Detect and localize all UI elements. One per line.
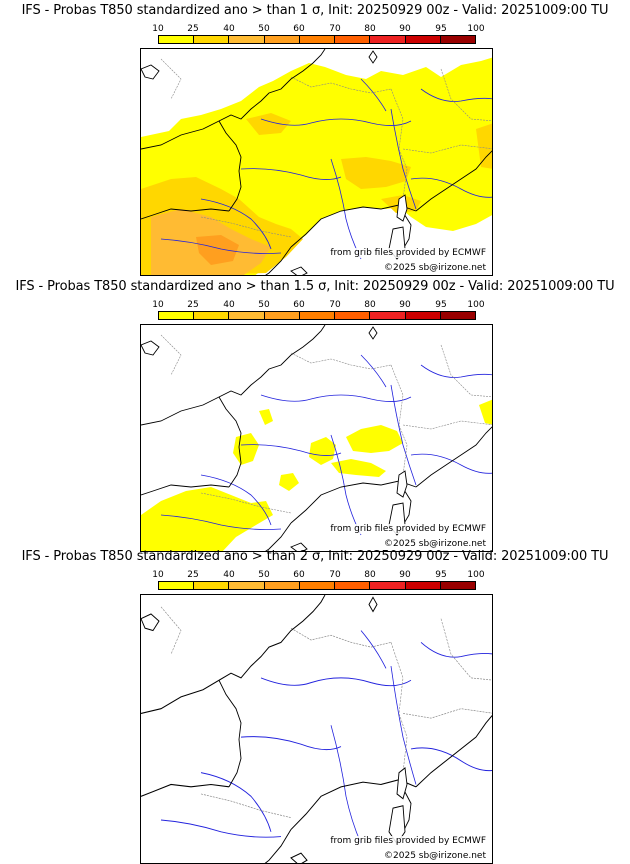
rivers — [160, 354, 492, 536]
cb-swatch — [299, 36, 336, 43]
probability-colorbar: 10 25 40 50 60 70 80 90 95 100 — [152, 24, 485, 44]
cb-label: 50 — [258, 570, 270, 580]
coastlines — [141, 325, 492, 551]
map-canvas — [141, 49, 492, 275]
cb-label: 10 — [152, 24, 164, 34]
probability-fill — [141, 399, 492, 551]
cb-swatch — [299, 582, 336, 589]
colorbar-swatches — [158, 311, 476, 320]
cb-label: 40 — [223, 570, 235, 580]
cb-swatch — [335, 582, 371, 589]
map-1sigma: from grib files provided by ECMWF ©2025 … — [140, 48, 493, 276]
cb-label: 90 — [399, 300, 411, 310]
cb-label: 70 — [329, 24, 341, 34]
credit-copyright: ©2025 sb@irizone.net — [382, 539, 488, 549]
credit-copyright: ©2025 sb@irizone.net — [382, 851, 488, 861]
cb-swatch — [370, 582, 406, 589]
cb-swatch — [229, 582, 265, 589]
cb-label: 25 — [187, 300, 199, 310]
credit-source: from grib files provided by ECMWF — [328, 248, 488, 258]
cb-label: 95 — [435, 570, 447, 580]
colorbar-swatches — [158, 35, 476, 44]
cb-label: 95 — [435, 300, 447, 310]
coastlines — [141, 49, 492, 275]
colorbar-labels: 10 25 40 50 60 70 80 90 95 100 — [152, 570, 484, 580]
colorbar-labels: 10 25 40 50 60 70 80 90 95 100 — [152, 300, 484, 310]
cb-swatch — [229, 36, 265, 43]
coastlines — [141, 595, 492, 863]
cb-swatch — [440, 582, 475, 589]
cb-label: 60 — [293, 24, 305, 34]
cb-label: 100 — [467, 570, 485, 580]
colorbar-labels: 10 25 40 50 60 70 80 90 95 100 — [152, 24, 484, 34]
cb-swatch — [335, 36, 371, 43]
cb-swatch — [335, 312, 371, 319]
country-borders — [160, 58, 492, 238]
cb-swatch — [440, 312, 475, 319]
cb-swatch — [405, 312, 441, 319]
cb-label: 50 — [258, 300, 270, 310]
cb-swatch — [194, 312, 230, 319]
cb-swatch — [405, 582, 441, 589]
colorbar-swatches — [158, 581, 476, 590]
probability-fill — [141, 57, 492, 275]
credit-source: from grib files provided by ECMWF — [328, 836, 488, 846]
cb-swatch — [299, 312, 336, 319]
cb-label: 90 — [399, 24, 411, 34]
rivers — [160, 78, 492, 260]
cb-swatch — [159, 312, 195, 319]
probability-colorbar: 10 25 40 50 60 70 80 90 95 100 — [152, 570, 485, 590]
panel-title: IFS - Probas T850 standardized ano > tha… — [15, 279, 615, 294]
cb-label: 10 — [152, 300, 164, 310]
panel-title: IFS - Probas T850 standardized ano > tha… — [21, 3, 609, 18]
cb-label: 60 — [293, 570, 305, 580]
panel-1sigma: IFS - Probas T850 standardized ano > tha… — [0, 0, 630, 276]
map-canvas — [141, 595, 492, 863]
cb-label: 60 — [293, 300, 305, 310]
panel-1-5sigma: IFS - Probas T850 standardized ano > tha… — [0, 276, 630, 552]
cb-swatch — [264, 312, 300, 319]
cb-swatch — [159, 36, 195, 43]
cb-label: 50 — [258, 24, 270, 34]
credit-copyright: ©2025 sb@irizone.net — [382, 263, 488, 273]
cb-label: 40 — [223, 24, 235, 34]
cb-label: 25 — [187, 24, 199, 34]
cb-label: 40 — [223, 300, 235, 310]
cb-swatch — [229, 312, 265, 319]
cb-label: 90 — [399, 570, 411, 580]
cb-swatch — [440, 36, 475, 43]
cb-label: 100 — [467, 300, 485, 310]
cb-label: 100 — [467, 24, 485, 34]
cb-swatch — [370, 312, 406, 319]
map-canvas — [141, 325, 492, 551]
panel-title: IFS - Probas T850 standardized ano > tha… — [21, 549, 609, 564]
cb-swatch — [194, 582, 230, 589]
cb-swatch — [159, 582, 195, 589]
map-1-5sigma: from grib files provided by ECMWF ©2025 … — [140, 324, 493, 552]
country-borders — [160, 334, 492, 514]
panel-2sigma: IFS - Probas T850 standardized ano > tha… — [0, 546, 630, 864]
cb-label: 70 — [329, 300, 341, 310]
cb-label: 80 — [364, 24, 376, 34]
cb-label: 25 — [187, 570, 199, 580]
cb-swatch — [264, 582, 300, 589]
cb-swatch — [194, 36, 230, 43]
cb-swatch — [370, 36, 406, 43]
cb-label: 80 — [364, 300, 376, 310]
country-borders — [160, 606, 492, 818]
credit-source: from grib files provided by ECMWF — [328, 524, 488, 534]
cb-swatch — [264, 36, 300, 43]
rivers — [160, 630, 492, 844]
map-2sigma: from grib files provided by ECMWF ©2025 … — [140, 594, 493, 864]
cb-label: 10 — [152, 570, 164, 580]
cb-label: 80 — [364, 570, 376, 580]
cb-label: 70 — [329, 570, 341, 580]
probability-colorbar: 10 25 40 50 60 70 80 90 95 100 — [152, 300, 485, 320]
cb-label: 95 — [435, 24, 447, 34]
cb-swatch — [405, 36, 441, 43]
